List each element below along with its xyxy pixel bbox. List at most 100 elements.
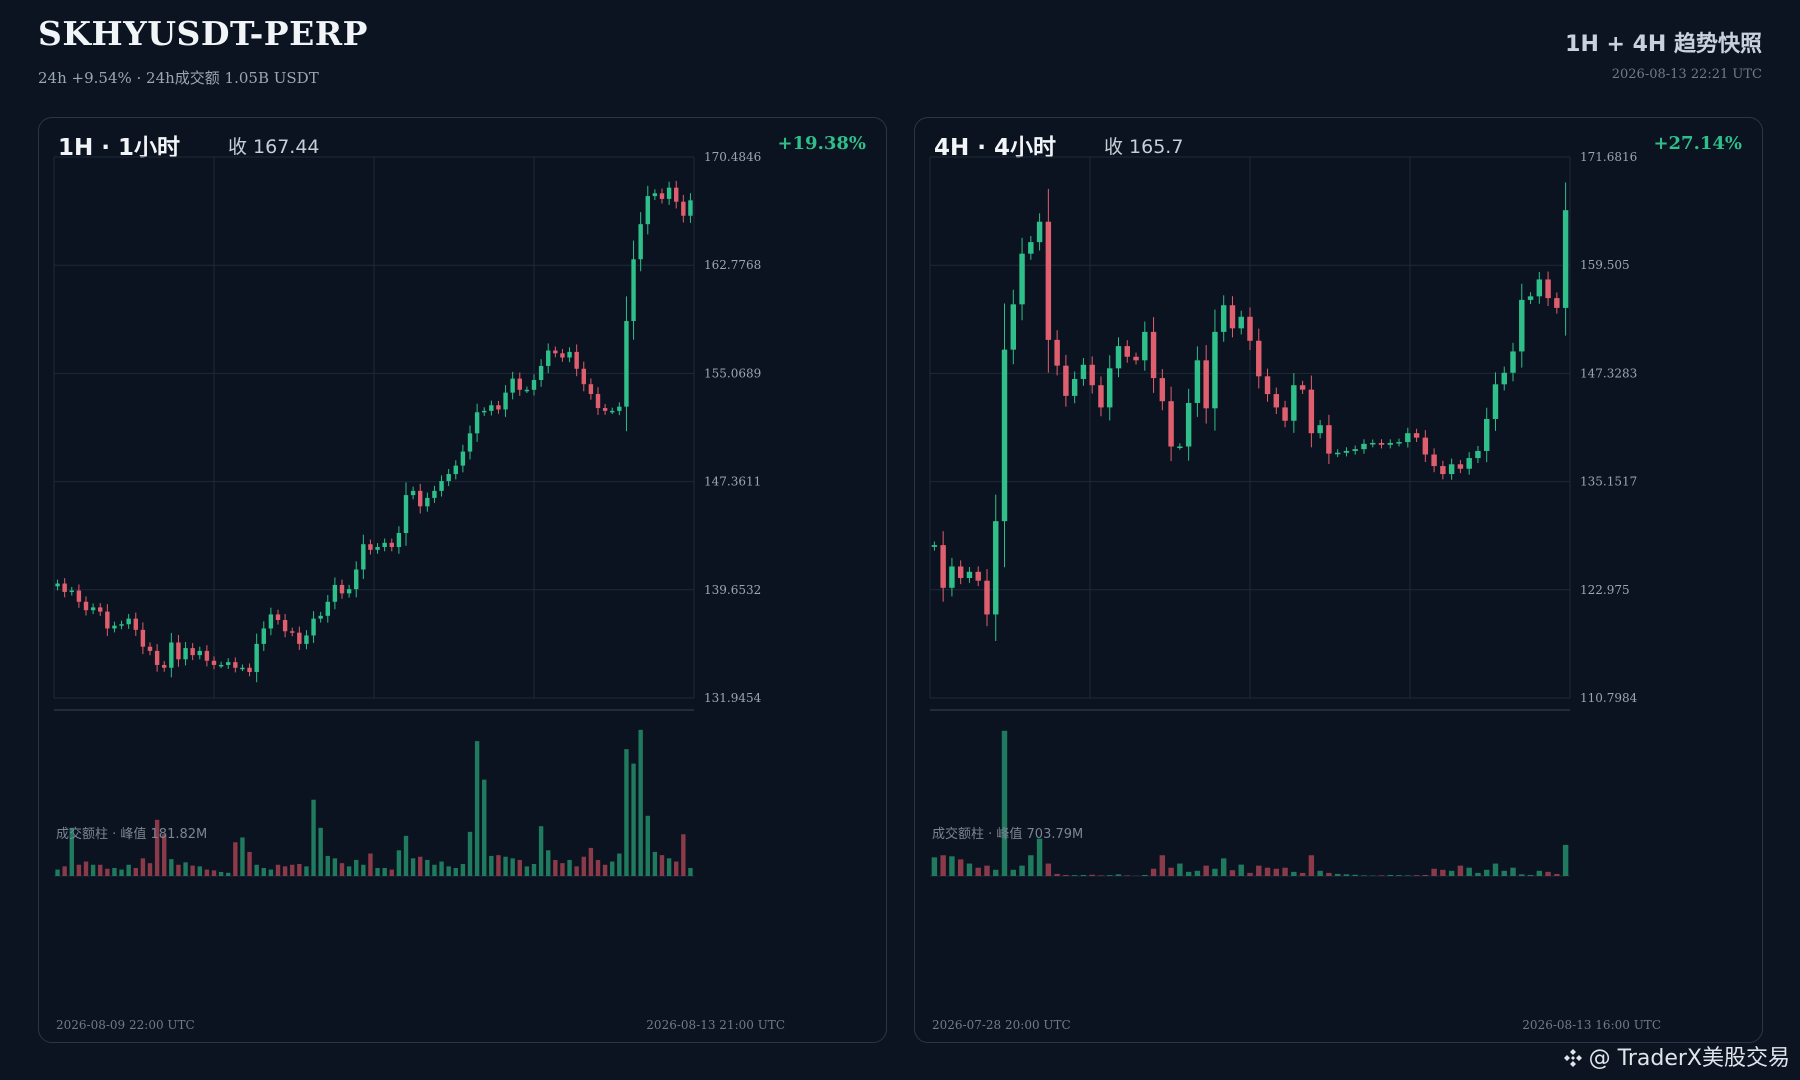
candle-body	[1501, 372, 1507, 385]
candle-body	[467, 433, 473, 452]
candle-body	[1396, 442, 1402, 444]
candle-body	[688, 200, 693, 216]
candle-body	[311, 618, 316, 636]
candle-body	[631, 259, 636, 322]
symbol-subtitle: 24h +9.54% · 24h成交额 1.05B USDT	[38, 69, 319, 87]
volume-bar	[1562, 844, 1569, 876]
candle-body	[169, 642, 174, 668]
volume-bar	[595, 859, 601, 876]
candle-body	[1492, 384, 1499, 419]
candle-body	[218, 664, 224, 667]
volume-bar	[311, 799, 316, 876]
volume-bar	[949, 856, 955, 876]
volume-bar	[98, 864, 103, 876]
volume-bar	[268, 869, 274, 876]
volume-bar	[1448, 870, 1455, 876]
candle-body	[1089, 364, 1095, 386]
volume-bar	[503, 856, 508, 876]
candle-body	[354, 569, 359, 590]
candle-body	[403, 495, 409, 533]
candle-body	[1063, 365, 1069, 396]
volume-bar	[482, 779, 487, 876]
candle-body	[1194, 360, 1201, 403]
candle-body	[1168, 401, 1174, 447]
candle-body	[595, 394, 601, 409]
candle-body	[1238, 316, 1244, 329]
candle-body	[1010, 304, 1017, 350]
volume-bar	[1115, 874, 1122, 876]
candle-body	[332, 584, 338, 602]
candle-body	[602, 408, 608, 411]
y-tick-label: 131.9454	[704, 691, 762, 705]
volume-bar	[218, 871, 224, 876]
volume-bar	[645, 815, 650, 876]
candle-body	[105, 611, 110, 629]
volume-bar	[233, 842, 238, 876]
volume-bar	[1501, 870, 1507, 876]
volume-bar	[581, 856, 586, 876]
volume-bar	[211, 870, 217, 876]
volume-bar	[588, 847, 594, 876]
volume-bar	[1089, 874, 1095, 876]
chart-panel-4h: 4H · 4小时 收 165.7 +27.14% 171.6816 159.505…	[914, 117, 1763, 1043]
candle-body	[674, 187, 679, 202]
candle-body	[1387, 442, 1393, 445]
candlestick-chart: 170.4846 162.7768 155.0689 147.3611 139.6532…	[53, 150, 762, 877]
volume-bar	[275, 864, 281, 876]
candle-body	[1562, 210, 1569, 308]
candle-body	[496, 405, 501, 410]
volume-bar	[560, 863, 565, 876]
candle-body	[1107, 368, 1113, 408]
candle-body	[1554, 298, 1560, 308]
volume-bar	[1352, 874, 1358, 876]
y-tick-label: 170.4846	[704, 150, 761, 164]
candle-body	[55, 583, 60, 587]
candle-body	[368, 544, 373, 550]
candle-body	[1326, 425, 1332, 454]
volume-bar	[966, 863, 973, 876]
volume-bar	[1159, 855, 1166, 876]
candle-body	[418, 490, 423, 507]
candle-body	[62, 583, 67, 592]
volume-bar	[1405, 875, 1411, 876]
candle-body	[1159, 378, 1166, 402]
volume-bar	[140, 858, 146, 876]
candle-body	[588, 384, 594, 395]
volume-bar	[1545, 871, 1551, 876]
volume-bar	[1317, 870, 1323, 876]
volume-bar	[993, 869, 999, 876]
volume-bar	[1264, 867, 1271, 876]
volume-bar	[602, 864, 608, 876]
candle-body	[1457, 464, 1464, 469]
volume-bar	[190, 865, 195, 876]
volume-bar	[546, 850, 551, 876]
candle-body	[1440, 466, 1446, 475]
volume-bar	[1483, 869, 1490, 876]
y-tick-label: 147.3283	[1580, 366, 1637, 380]
candle-body	[1510, 351, 1516, 373]
volume-bar	[55, 869, 60, 876]
volume-bar	[361, 864, 366, 876]
candle-body	[1019, 253, 1025, 305]
candle-body	[460, 451, 466, 466]
candle-body	[361, 544, 366, 570]
volume-bar	[439, 861, 444, 876]
candle-body	[410, 490, 416, 496]
candle-body	[474, 412, 480, 434]
volume-bar	[1001, 730, 1008, 876]
candle-body	[1071, 378, 1078, 396]
volume-bar	[69, 827, 74, 876]
candle-body	[197, 650, 202, 656]
candle-body	[659, 193, 665, 199]
volume-bar	[1527, 874, 1534, 876]
volume-bar	[1229, 870, 1236, 876]
candle-body	[211, 660, 217, 665]
volume-bar	[297, 863, 302, 876]
snapshot-timestamp: 2026-08-13 22:21 UTC	[1611, 67, 1762, 82]
volume-bar	[432, 864, 437, 876]
y-tick-label: 110.7984	[1580, 691, 1638, 705]
candle-body	[1317, 425, 1323, 434]
date-end: 2026-08-13 16:00 UTC	[1522, 1018, 1661, 1032]
volume-bar	[517, 859, 522, 876]
y-tick-label: 159.505	[1580, 258, 1630, 272]
